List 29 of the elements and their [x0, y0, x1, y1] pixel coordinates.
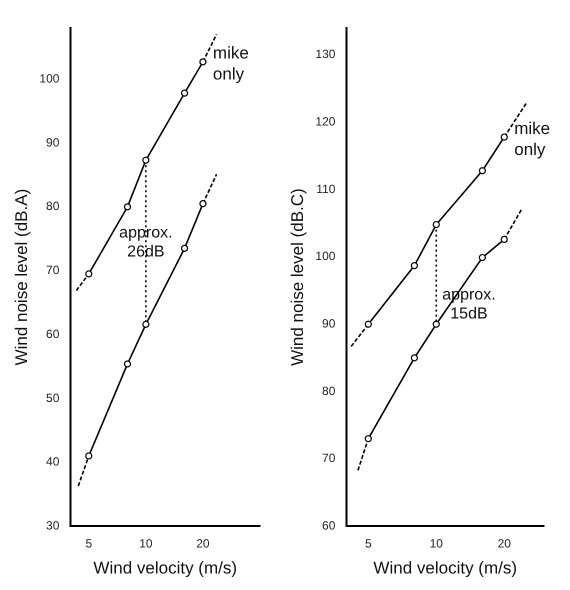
y-tick-label: 40 — [46, 454, 60, 469]
x-tick-label: 20 — [196, 536, 210, 551]
y-tick-label: 100 — [39, 71, 60, 86]
x-tick-label: 20 — [498, 536, 512, 551]
x-tick-label: 5 — [85, 536, 92, 551]
y-axis-title: Wind noise level (dB.A) — [12, 188, 31, 366]
x-axis-title: Wind velocity (m/s) — [93, 558, 237, 578]
y-tick-label: 90 — [46, 135, 60, 150]
annotation: approx. 26dB — [119, 224, 173, 261]
x-tick-label: 10 — [139, 536, 153, 551]
x-tick-label: 5 — [364, 536, 372, 551]
y-tick-label: 130 — [315, 47, 336, 62]
y-tick-label: 30 — [46, 518, 60, 533]
y-tick-label: 60 — [46, 326, 60, 341]
y-tick-label: 60 — [322, 518, 336, 533]
y-tick-label: 80 — [322, 384, 336, 398]
y-axis-title: Wind noise level (dB.C) — [288, 188, 307, 366]
y-tick-label: 70 — [46, 263, 60, 278]
x-axis-title: Wind velocity (m/s) — [373, 558, 517, 578]
y-tick-label: 90 — [322, 316, 336, 331]
y-tick-label: 120 — [315, 114, 336, 129]
x-tick-label: 10 — [430, 536, 444, 551]
y-tick-label: 80 — [46, 199, 60, 214]
series-label: mike only — [212, 44, 249, 84]
y-tick-label: 100 — [315, 249, 336, 264]
y-tick-label: 70 — [322, 451, 336, 466]
series-label: mike only — [514, 118, 550, 159]
y-tick-label: 50 — [46, 390, 60, 405]
y-tick-label: 110 — [316, 182, 336, 196]
